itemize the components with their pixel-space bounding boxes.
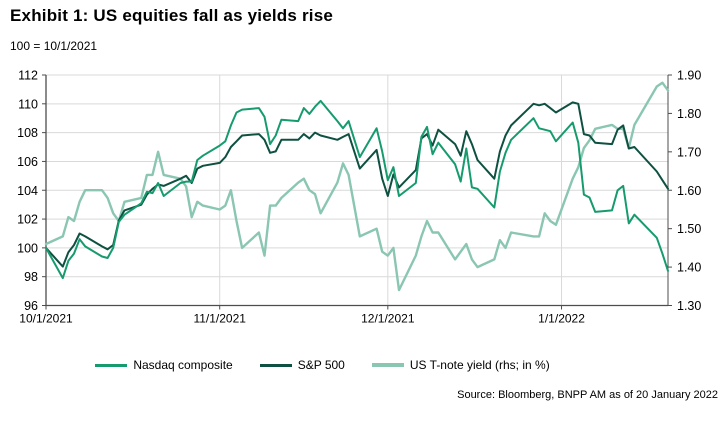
svg-text:12/1/2021: 12/1/2021 [361, 312, 415, 326]
svg-text:102: 102 [17, 213, 38, 227]
svg-text:10/1/2021: 10/1/2021 [19, 312, 73, 326]
legend-label-sp500: S&P 500 [297, 358, 345, 372]
legend-item-nasdaq: Nasdaq composite [95, 358, 233, 372]
svg-text:1.40: 1.40 [677, 261, 701, 275]
svg-text:104: 104 [17, 184, 38, 198]
svg-text:100: 100 [17, 241, 38, 255]
legend-item-tnote: US T-note yield (rhs; in %) [371, 358, 550, 372]
legend-label-tnote: US T-note yield (rhs; in %) [409, 358, 550, 372]
legend-item-sp500: S&P 500 [259, 358, 345, 372]
svg-text:112: 112 [18, 69, 38, 83]
svg-text:1.90: 1.90 [677, 69, 701, 83]
svg-text:1/1/2022: 1/1/2022 [538, 312, 585, 326]
svg-text:106: 106 [17, 155, 38, 169]
chart-title: Exhibit 1: US equities fall as yields ri… [10, 6, 334, 25]
nasdaq-line-swatch-icon [95, 363, 128, 367]
sp500-line-swatch-icon [259, 363, 292, 367]
svg-text:11/1/2021: 11/1/2021 [193, 312, 246, 326]
svg-text:1.50: 1.50 [677, 222, 701, 236]
svg-text:1.30: 1.30 [677, 299, 701, 313]
svg-text:1.60: 1.60 [677, 184, 701, 198]
chart-legend: Nasdaq composite S&P 500 US T-note yield… [0, 358, 685, 372]
svg-text:98: 98 [24, 270, 38, 284]
svg-text:1.80: 1.80 [677, 107, 701, 121]
svg-text:110: 110 [18, 97, 38, 111]
svg-text:108: 108 [17, 126, 38, 140]
svg-text:96: 96 [24, 299, 38, 313]
tnote-line-swatch-icon [371, 363, 404, 367]
svg-text:1.70: 1.70 [677, 145, 701, 159]
chart-subtitle: 100 = 10/1/2021 [10, 39, 98, 53]
legend-label-nasdaq: Nasdaq composite [133, 358, 233, 372]
source-note: Source: Bloomberg, BNPP AM as of 20 Janu… [457, 389, 718, 401]
